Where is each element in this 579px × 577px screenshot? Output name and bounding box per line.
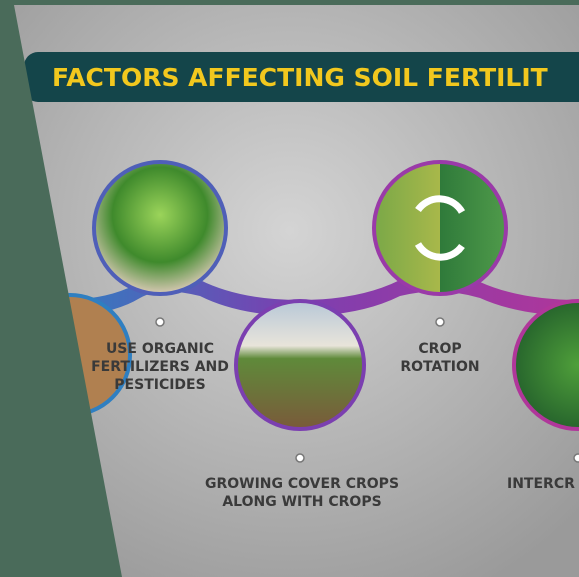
markers [155, 317, 579, 463]
label: GROWING COVER CROPS [205, 476, 399, 492]
label: FERTILIZERS AND [91, 359, 229, 375]
title: FACTORS AFFECTING SOIL FERTILIT [52, 63, 548, 92]
label: CROP [418, 341, 461, 357]
image-circle [372, 160, 508, 296]
image-circle [512, 299, 579, 431]
label: USE ORGANIC [106, 341, 214, 357]
title-banner [24, 52, 579, 102]
image-circle [92, 160, 228, 296]
rotation-icon [414, 195, 466, 261]
label: ALONG WITH CROPS [222, 494, 381, 510]
label: ROTATION [400, 359, 479, 375]
label: INTERCR [507, 476, 575, 492]
image-circle [234, 299, 366, 431]
label: PESTICIDES [114, 377, 205, 393]
